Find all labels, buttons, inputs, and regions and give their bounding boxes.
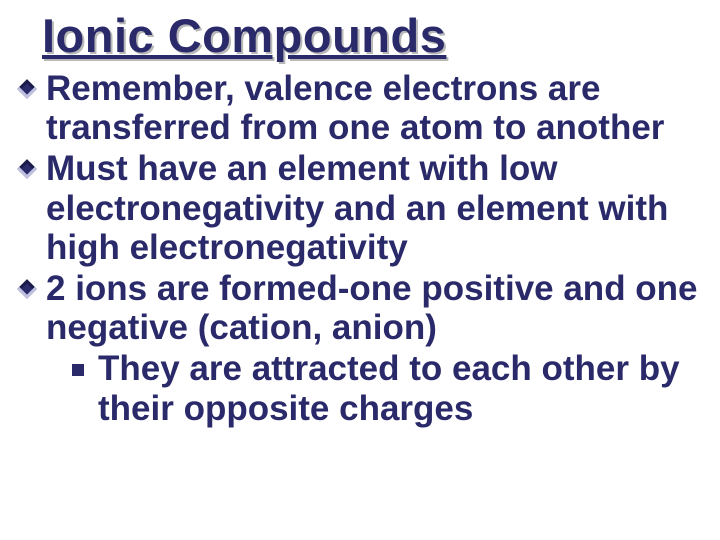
bullet-list: Remember, valence electrons are transfer… [20,69,700,428]
sub-bullet-list: They are attracted to each other by thei… [46,349,700,427]
bullet-text: 2 ions are formed-one positive and one n… [46,269,698,347]
sub-bullet-item: They are attracted to each other by thei… [72,349,700,427]
bullet-text: Remember, valence electrons are transfer… [46,69,664,147]
bullet-item: 2 ions are formed-one positive and one n… [20,269,700,428]
bullet-text: Must have an element with low electroneg… [46,149,668,266]
bullet-item: Must have an element with low electroneg… [20,149,700,267]
slide-title: Ionic Compounds [42,8,700,63]
sub-bullet-text: They are attracted to each other by thei… [98,349,680,427]
bullet-item: Remember, valence electrons are transfer… [20,69,700,147]
slide: Ionic Compounds Remember, valence electr… [0,0,720,540]
